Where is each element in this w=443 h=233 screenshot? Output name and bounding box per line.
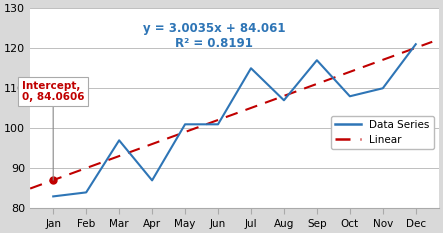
Text: y = 3.0035x + 84.061
R² = 0.8191: y = 3.0035x + 84.061 R² = 0.8191 xyxy=(143,22,285,50)
Text: Intercept,
0, 84.0606: Intercept, 0, 84.0606 xyxy=(22,81,85,180)
Legend: Data Series, Linear: Data Series, Linear xyxy=(330,116,434,149)
